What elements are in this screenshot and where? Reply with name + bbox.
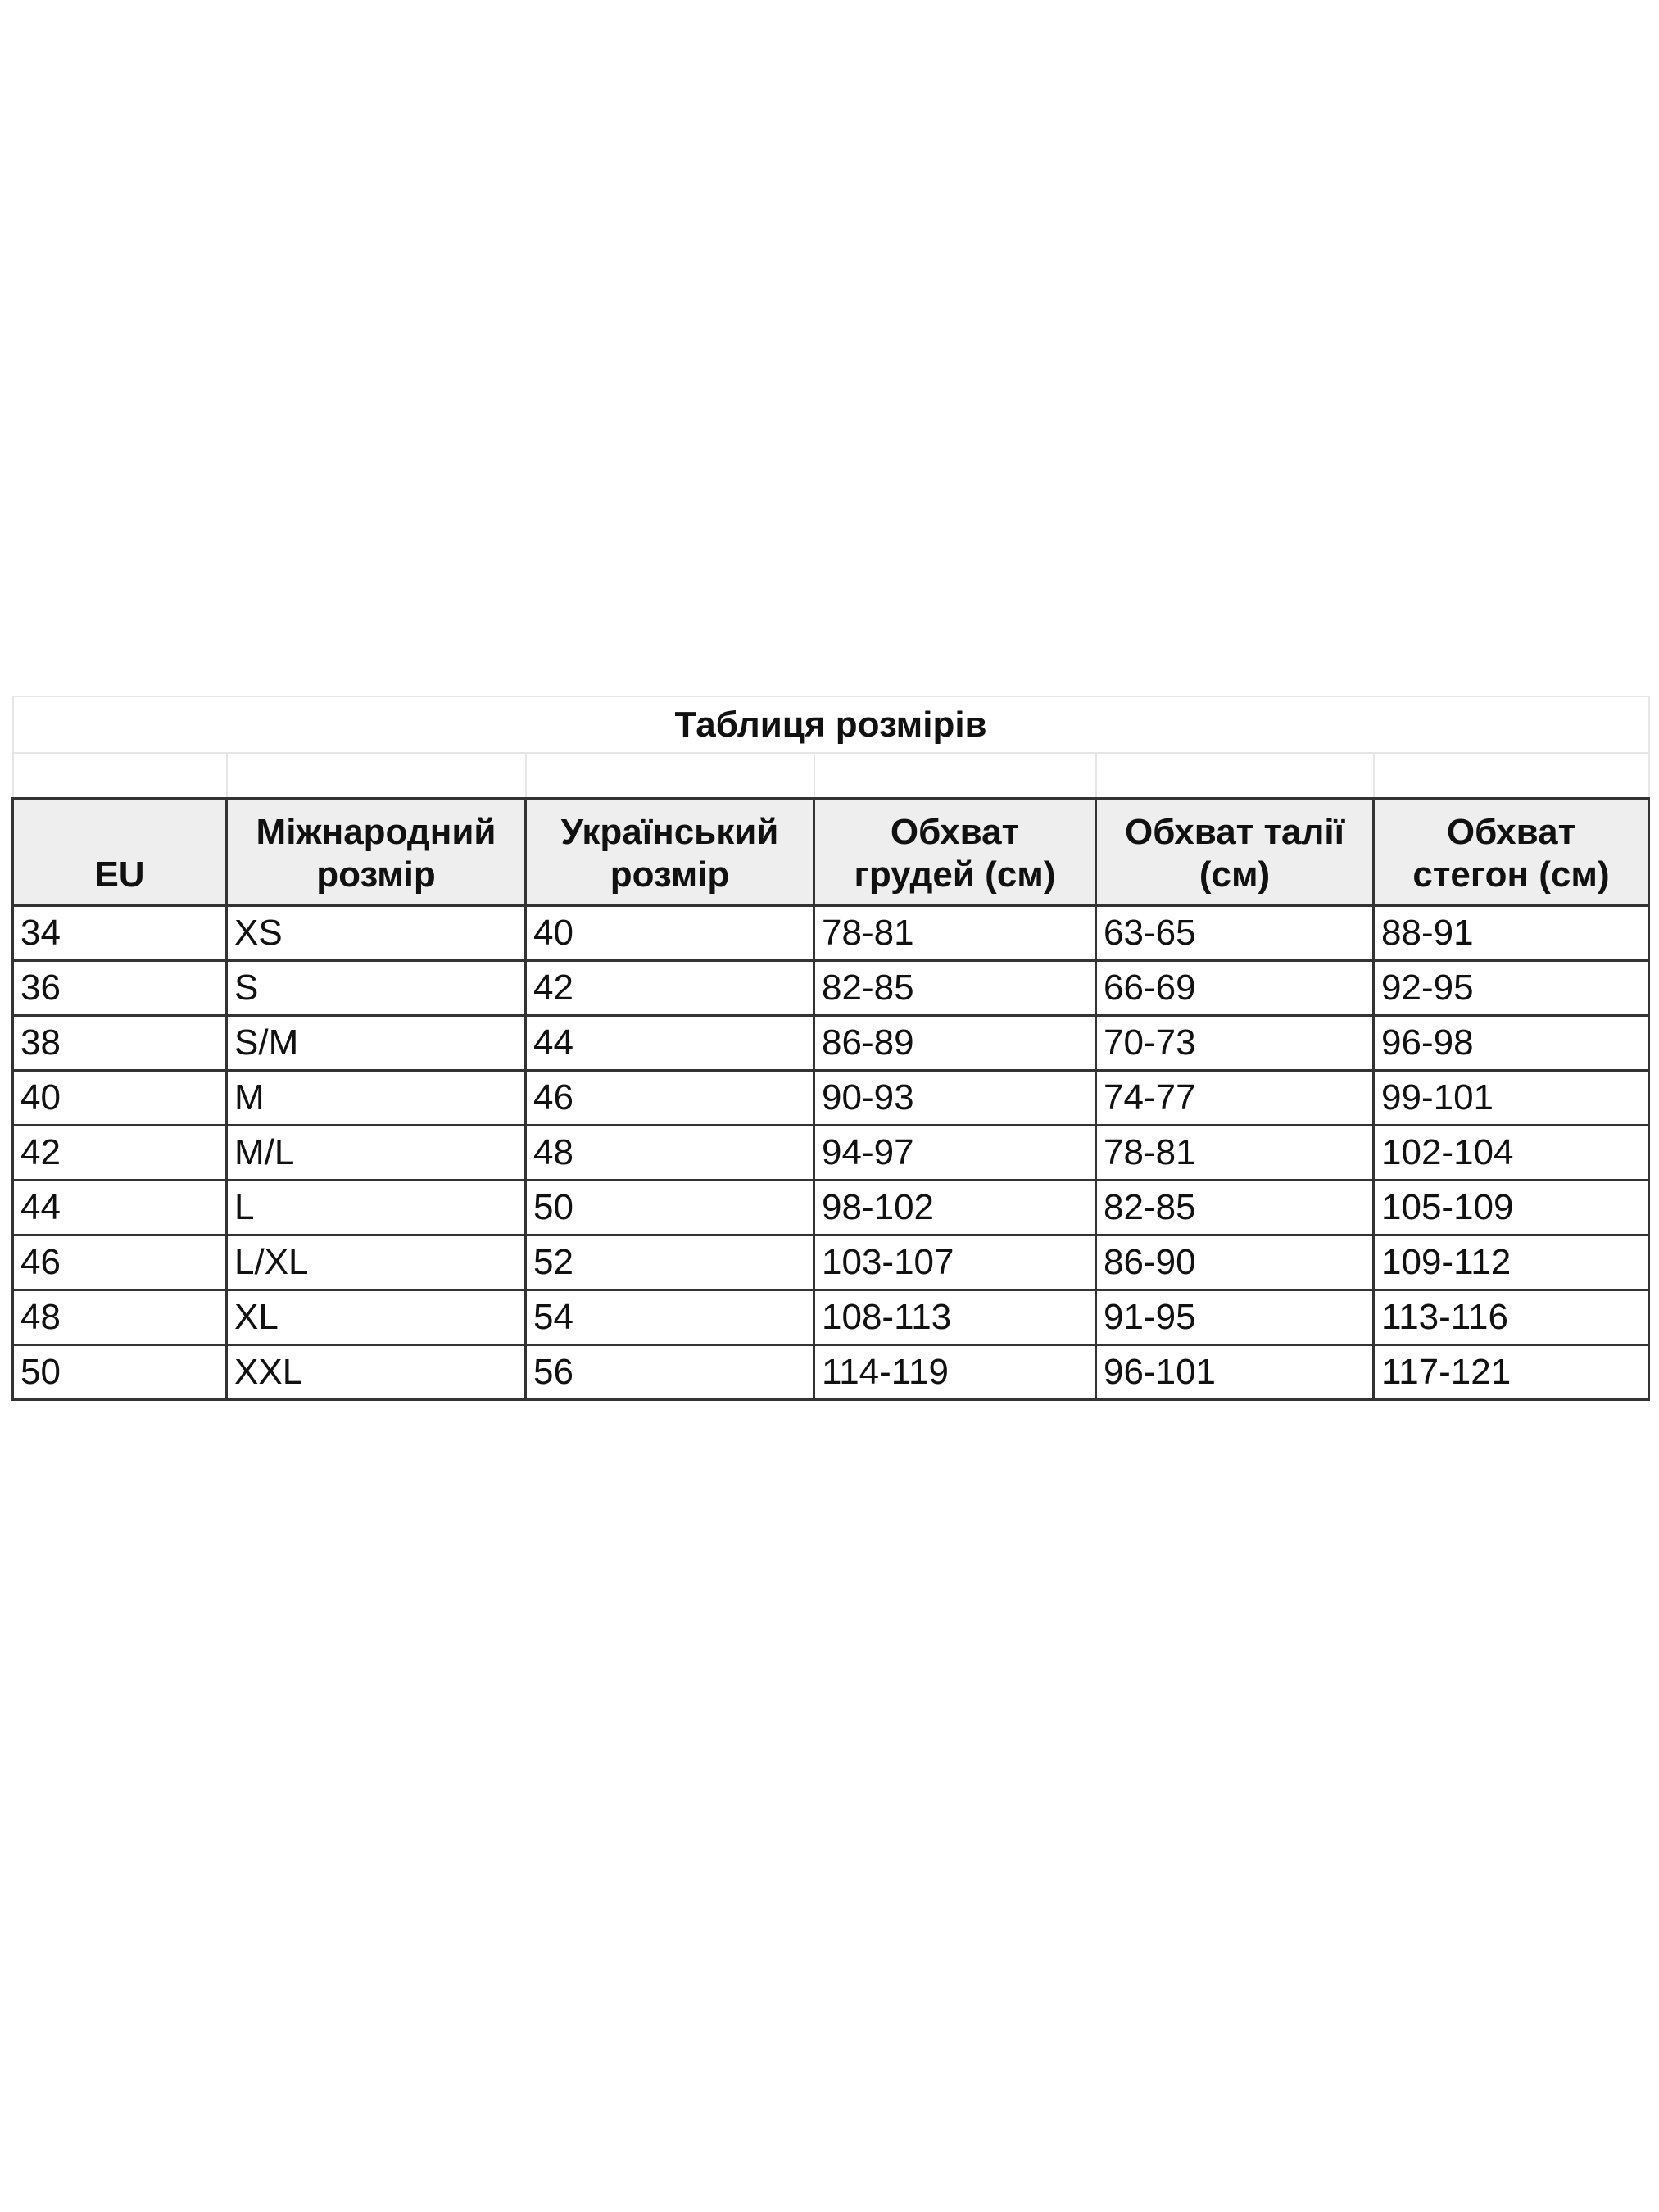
- cell-international-size: XL: [225, 1289, 527, 1346]
- header-hips: Обхват стегон (см): [1371, 797, 1651, 907]
- table-row: 38 S/M 44 86-89 70-73 96-98: [11, 1014, 1651, 1072]
- table-row: 36 S 42 82-85 66-69 92-95: [11, 959, 1651, 1017]
- cell-hips: 117-121: [1371, 1344, 1651, 1401]
- header-international-size: Міжнародний розмір: [225, 797, 527, 907]
- cell-international-size: M/L: [225, 1124, 527, 1181]
- cell-waist: 96-101: [1095, 1344, 1375, 1401]
- blank-cell: [1095, 752, 1375, 800]
- header-chest: Обхват грудей (см): [813, 797, 1097, 907]
- cell-international-size: L: [225, 1179, 527, 1236]
- cell-chest: 108-113: [813, 1289, 1097, 1346]
- cell-ukrainian-size: 54: [524, 1289, 815, 1346]
- table-title: Таблиця розмірів: [11, 696, 1650, 754]
- cell-hips: 109-112: [1371, 1234, 1651, 1291]
- table-row: 44 L 50 98-102 82-85 105-109: [11, 1179, 1651, 1236]
- cell-waist: 74-77: [1095, 1069, 1375, 1126]
- cell-chest: 82-85: [813, 959, 1097, 1017]
- header-row: EU Міжнародний розмір Український розмір…: [11, 797, 1651, 907]
- blank-row: [11, 752, 1650, 800]
- cell-international-size: XS: [225, 904, 527, 962]
- table-row: 46 L/XL 52 103-107 86-90 109-112: [11, 1234, 1651, 1291]
- cell-eu: 40: [11, 1069, 228, 1126]
- cell-hips: 105-109: [1371, 1179, 1651, 1236]
- cell-ukrainian-size: 42: [524, 959, 815, 1017]
- cell-eu: 44: [11, 1179, 228, 1236]
- cell-waist: 86-90: [1095, 1234, 1375, 1291]
- size-chart-table: Таблиця розмірів EU Міжнародний розмір У…: [11, 696, 1651, 1401]
- cell-hips: 96-98: [1371, 1014, 1651, 1072]
- cell-chest: 98-102: [813, 1179, 1097, 1236]
- cell-ukrainian-size: 52: [524, 1234, 815, 1291]
- cell-chest: 94-97: [813, 1124, 1097, 1181]
- cell-waist: 63-65: [1095, 904, 1375, 962]
- cell-chest: 78-81: [813, 904, 1097, 962]
- cell-ukrainian-size: 46: [524, 1069, 815, 1126]
- cell-waist: 78-81: [1095, 1124, 1375, 1181]
- header-waist: Обхват талії (см): [1095, 797, 1375, 907]
- cell-chest: 103-107: [813, 1234, 1097, 1291]
- table-row: 42 M/L 48 94-97 78-81 102-104: [11, 1124, 1651, 1181]
- cell-international-size: L/XL: [225, 1234, 527, 1291]
- cell-chest: 114-119: [813, 1344, 1097, 1401]
- table-row: 48 XL 54 108-113 91-95 113-116: [11, 1289, 1651, 1346]
- header-ukrainian-size: Український розмір: [524, 797, 815, 907]
- cell-waist: 91-95: [1095, 1289, 1375, 1346]
- blank-cell: [11, 752, 228, 800]
- cell-hips: 102-104: [1371, 1124, 1651, 1181]
- cell-international-size: S: [225, 959, 527, 1017]
- cell-eu: 48: [11, 1289, 228, 1346]
- cell-international-size: S/M: [225, 1014, 527, 1072]
- table-row: 40 M 46 90-93 74-77 99-101: [11, 1069, 1651, 1126]
- cell-eu: 36: [11, 959, 228, 1017]
- cell-eu: 38: [11, 1014, 228, 1072]
- cell-waist: 82-85: [1095, 1179, 1375, 1236]
- blank-cell: [1372, 752, 1650, 800]
- cell-international-size: M: [225, 1069, 527, 1126]
- cell-hips: 99-101: [1371, 1069, 1651, 1126]
- cell-eu: 50: [11, 1344, 228, 1401]
- blank-cell: [524, 752, 815, 800]
- blank-cell: [813, 752, 1097, 800]
- cell-ukrainian-size: 50: [524, 1179, 815, 1236]
- cell-ukrainian-size: 48: [524, 1124, 815, 1181]
- blank-cell: [225, 752, 527, 800]
- cell-ukrainian-size: 56: [524, 1344, 815, 1401]
- cell-waist: 66-69: [1095, 959, 1375, 1017]
- cell-ukrainian-size: 40: [524, 904, 815, 962]
- cell-eu: 34: [11, 904, 228, 962]
- cell-hips: 92-95: [1371, 959, 1651, 1017]
- cell-waist: 70-73: [1095, 1014, 1375, 1072]
- cell-chest: 90-93: [813, 1069, 1097, 1126]
- cell-hips: 113-116: [1371, 1289, 1651, 1346]
- table-row: 50 XXL 56 114-119 96-101 117-121: [11, 1344, 1651, 1401]
- header-eu: EU: [11, 797, 228, 907]
- cell-hips: 88-91: [1371, 904, 1651, 962]
- cell-ukrainian-size: 44: [524, 1014, 815, 1072]
- title-row: Таблиця розмірів: [11, 696, 1650, 754]
- cell-chest: 86-89: [813, 1014, 1097, 1072]
- cell-international-size: XXL: [225, 1344, 527, 1401]
- cell-eu: 46: [11, 1234, 228, 1291]
- table-row: 34 XS 40 78-81 63-65 88-91: [11, 904, 1651, 962]
- cell-eu: 42: [11, 1124, 228, 1181]
